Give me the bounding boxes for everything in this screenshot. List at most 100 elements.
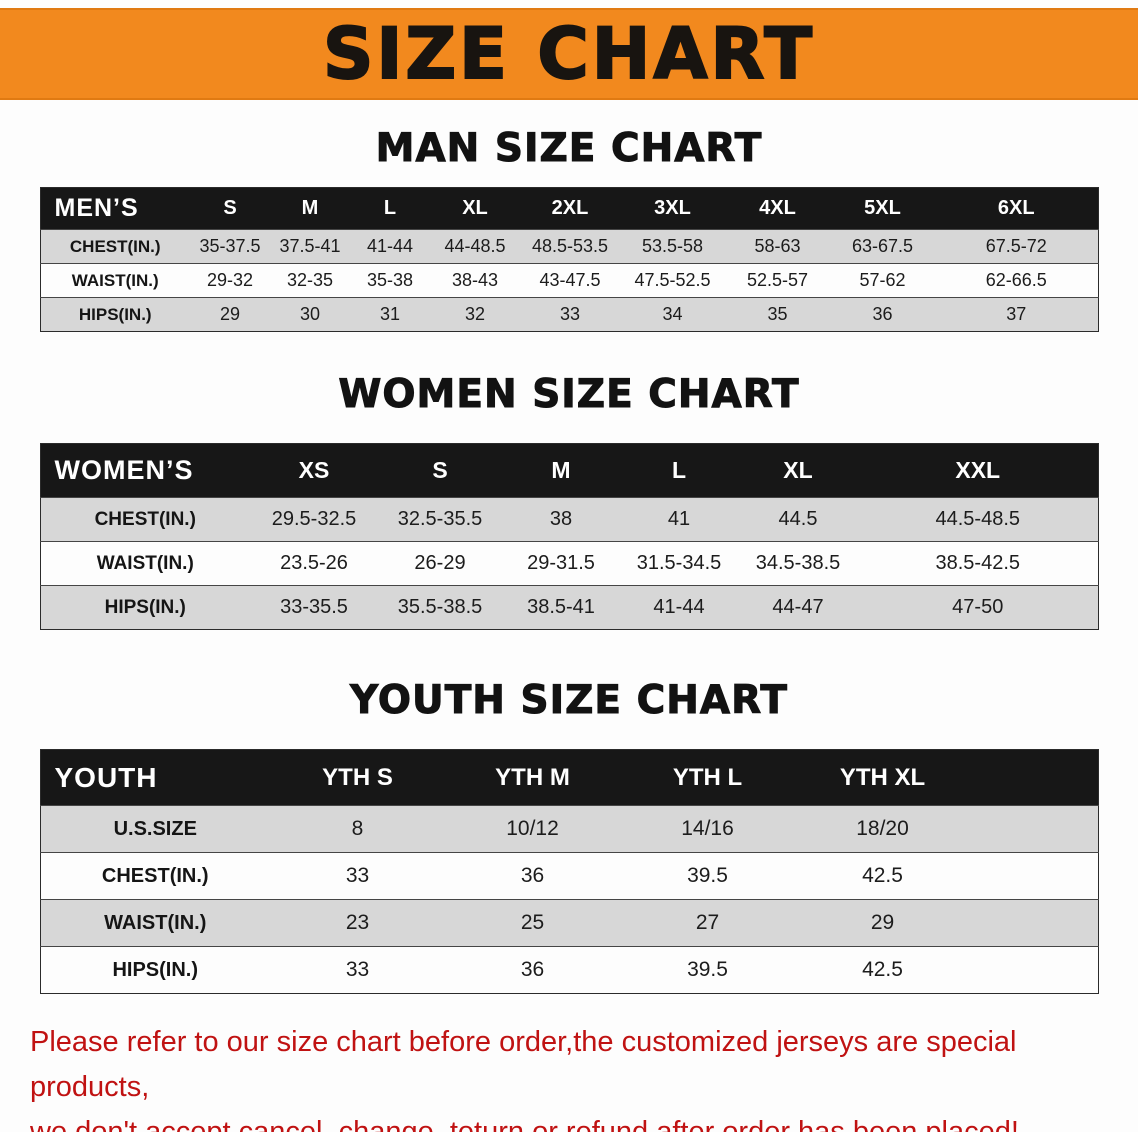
size-value-cell: 36: [872, 304, 893, 324]
size-col-header: M: [502, 443, 620, 498]
order-note: Please refer to our size chart before or…: [30, 1020, 1138, 1132]
size-value-cell: 42.5: [862, 864, 903, 887]
size-col-header: 5XL: [830, 187, 935, 230]
women-size-chart-section: WOMEN SIZE CHART WOMEN’S XS S M L XL XXL…: [0, 372, 1138, 630]
youth-row-hips: HIPS(IN.) 33 36 39.5 42.5: [40, 946, 1098, 994]
size-value-cell: 30: [299, 304, 321, 324]
size-value-cell: 32-35: [286, 270, 334, 290]
youth-size-table: YOUTH YTH S YTH M YTH L YTH XL U.S.SIZE …: [39, 749, 1099, 994]
size-col-header: XS: [250, 443, 378, 498]
spacer-cell: [970, 947, 1098, 994]
youth-row-chest: CHEST(IN.) 33 36 39.5 42.5: [40, 852, 1098, 900]
row-label-cell: U.S.SIZE: [113, 817, 197, 840]
size-value-cell: 35: [767, 304, 788, 324]
spacer-cell: [970, 853, 1098, 900]
size-value-cell: 35-37.5: [199, 236, 261, 256]
row-label-cell: HIPS(IN.): [78, 304, 152, 324]
size-col-header: S: [190, 187, 270, 230]
size-col-header: YTH M: [445, 749, 620, 806]
size-value-cell: 38-43: [451, 270, 499, 290]
row-label-cell: CHEST(IN.): [101, 864, 209, 887]
youth-size-chart-section: YOUTH SIZE CHART YOUTH YTH S YTH M YTH L…: [0, 678, 1138, 994]
size-value-cell: 41-44: [653, 596, 705, 618]
size-value-cell: 18/20: [856, 817, 909, 840]
size-value-cell: 14/16: [681, 817, 734, 840]
size-value-cell: 33: [559, 304, 581, 324]
youth-table-corner-label: YOUTH: [40, 749, 270, 806]
men-row-waist: WAIST(IN.) 29-32 32-35 35-38 38-43 43-47…: [40, 263, 1098, 298]
size-value-cell: 52.5-57: [746, 270, 809, 290]
size-value-cell: 8: [351, 817, 364, 840]
size-value-cell: 35-38: [366, 270, 414, 290]
women-table-corner-label: WOMEN’S: [40, 443, 250, 498]
size-value-cell: 10/12: [506, 817, 559, 840]
men-table-header-row: MEN’S S M L XL 2XL 3XL 4XL 5XL 6XL: [40, 187, 1098, 230]
size-value-cell: 29-32: [206, 270, 254, 290]
size-col-header: L: [620, 443, 738, 498]
size-value-cell: 31.5-34.5: [636, 552, 722, 574]
men-row-chest: CHEST(IN.) 35-37.5 37.5-41 41-44 44-48.5…: [40, 229, 1098, 264]
size-col-header: 2XL: [520, 187, 620, 230]
women-row-chest: CHEST(IN.) 29.5-32.5 32.5-35.5 38 41 44.…: [40, 497, 1098, 542]
size-value-cell: 41: [667, 508, 691, 530]
row-label-cell: WAIST(IN.): [71, 270, 159, 290]
row-label-cell: HIPS(IN.): [104, 596, 186, 618]
size-value-cell: 39.5: [687, 864, 728, 887]
size-col-header: S: [378, 443, 502, 498]
size-value-cell: 48.5-53.5: [531, 236, 609, 256]
row-label-cell: WAIST(IN.): [96, 552, 194, 574]
size-value-cell: 58-63: [754, 236, 801, 256]
spacer-cell: [970, 749, 1098, 806]
size-value-cell: 44-48.5: [444, 236, 506, 256]
spacer-cell: [970, 900, 1098, 947]
size-value-cell: 47.5-52.5: [634, 270, 711, 290]
size-value-cell: 29-31.5: [527, 552, 595, 574]
size-value-cell: 34.5-38.5: [755, 552, 841, 574]
row-label-cell: CHEST(IN.): [94, 508, 196, 530]
size-value-cell: 32: [464, 304, 486, 324]
size-value-cell: 33-35.5: [280, 596, 348, 618]
size-col-header: L: [350, 187, 430, 230]
page-title: SIZE CHART: [322, 13, 816, 95]
women-row-waist: WAIST(IN.) 23.5-26 26-29 29-31.5 31.5-34…: [40, 541, 1098, 586]
youth-row-us-size: U.S.SIZE 8 10/12 14/16 18/20: [40, 805, 1098, 853]
size-value-cell: 53.5-58: [641, 236, 704, 256]
size-value-cell: 67.5-72: [985, 236, 1047, 256]
size-value-cell: 36: [520, 864, 545, 887]
size-value-cell: 39.5: [687, 958, 728, 981]
size-chart-banner: SIZE CHART: [0, 8, 1138, 100]
size-col-header: 3XL: [620, 187, 725, 230]
size-col-header: 4XL: [725, 187, 830, 230]
size-value-cell: 27: [695, 911, 720, 934]
size-value-cell: 44-47: [772, 596, 824, 618]
size-value-cell: 62-66.5: [985, 270, 1047, 290]
size-col-header: 6XL: [935, 187, 1098, 230]
youth-row-waist: WAIST(IN.) 23 25 27 29: [40, 899, 1098, 947]
size-value-cell: 23.5-26: [280, 552, 348, 574]
size-col-header: YTH L: [620, 749, 795, 806]
women-size-table: WOMEN’S XS S M L XL XXL CHEST(IN.) 29.5-…: [39, 443, 1099, 630]
size-value-cell: 42.5: [862, 958, 903, 981]
order-note-line-2: we don't accept cancel, change, teturn o…: [30, 1115, 1019, 1132]
size-value-cell: 31: [379, 304, 401, 324]
size-value-cell: 29: [870, 911, 895, 934]
men-row-hips: HIPS(IN.) 29 30 31 32 33 34 35 36 37: [40, 297, 1098, 332]
size-value-cell: 32.5-35.5: [397, 508, 483, 530]
size-value-cell: 29: [219, 304, 241, 324]
size-value-cell: 33: [345, 958, 370, 981]
order-note-line-1: Please refer to our size chart before or…: [30, 1026, 1017, 1103]
men-table-corner-label: MEN’S: [40, 187, 190, 230]
size-value-cell: 33: [345, 864, 370, 887]
size-col-header: M: [270, 187, 350, 230]
youth-chart-heading: YOUTH SIZE CHART: [350, 678, 788, 724]
spacer-cell: [970, 806, 1098, 853]
size-value-cell: 41-44: [366, 236, 414, 256]
size-value-cell: 44.5-48.5: [935, 508, 1020, 530]
size-value-cell: 38.5-42.5: [935, 552, 1020, 574]
men-size-chart-section: MAN SIZE CHART MEN’S S M L XL 2XL 3XL 4X…: [0, 126, 1138, 332]
size-value-cell: 57-62: [859, 270, 906, 290]
size-value-cell: 23: [345, 911, 370, 934]
size-value-cell: 38: [549, 508, 573, 530]
size-value-cell: 44.5: [778, 508, 818, 530]
